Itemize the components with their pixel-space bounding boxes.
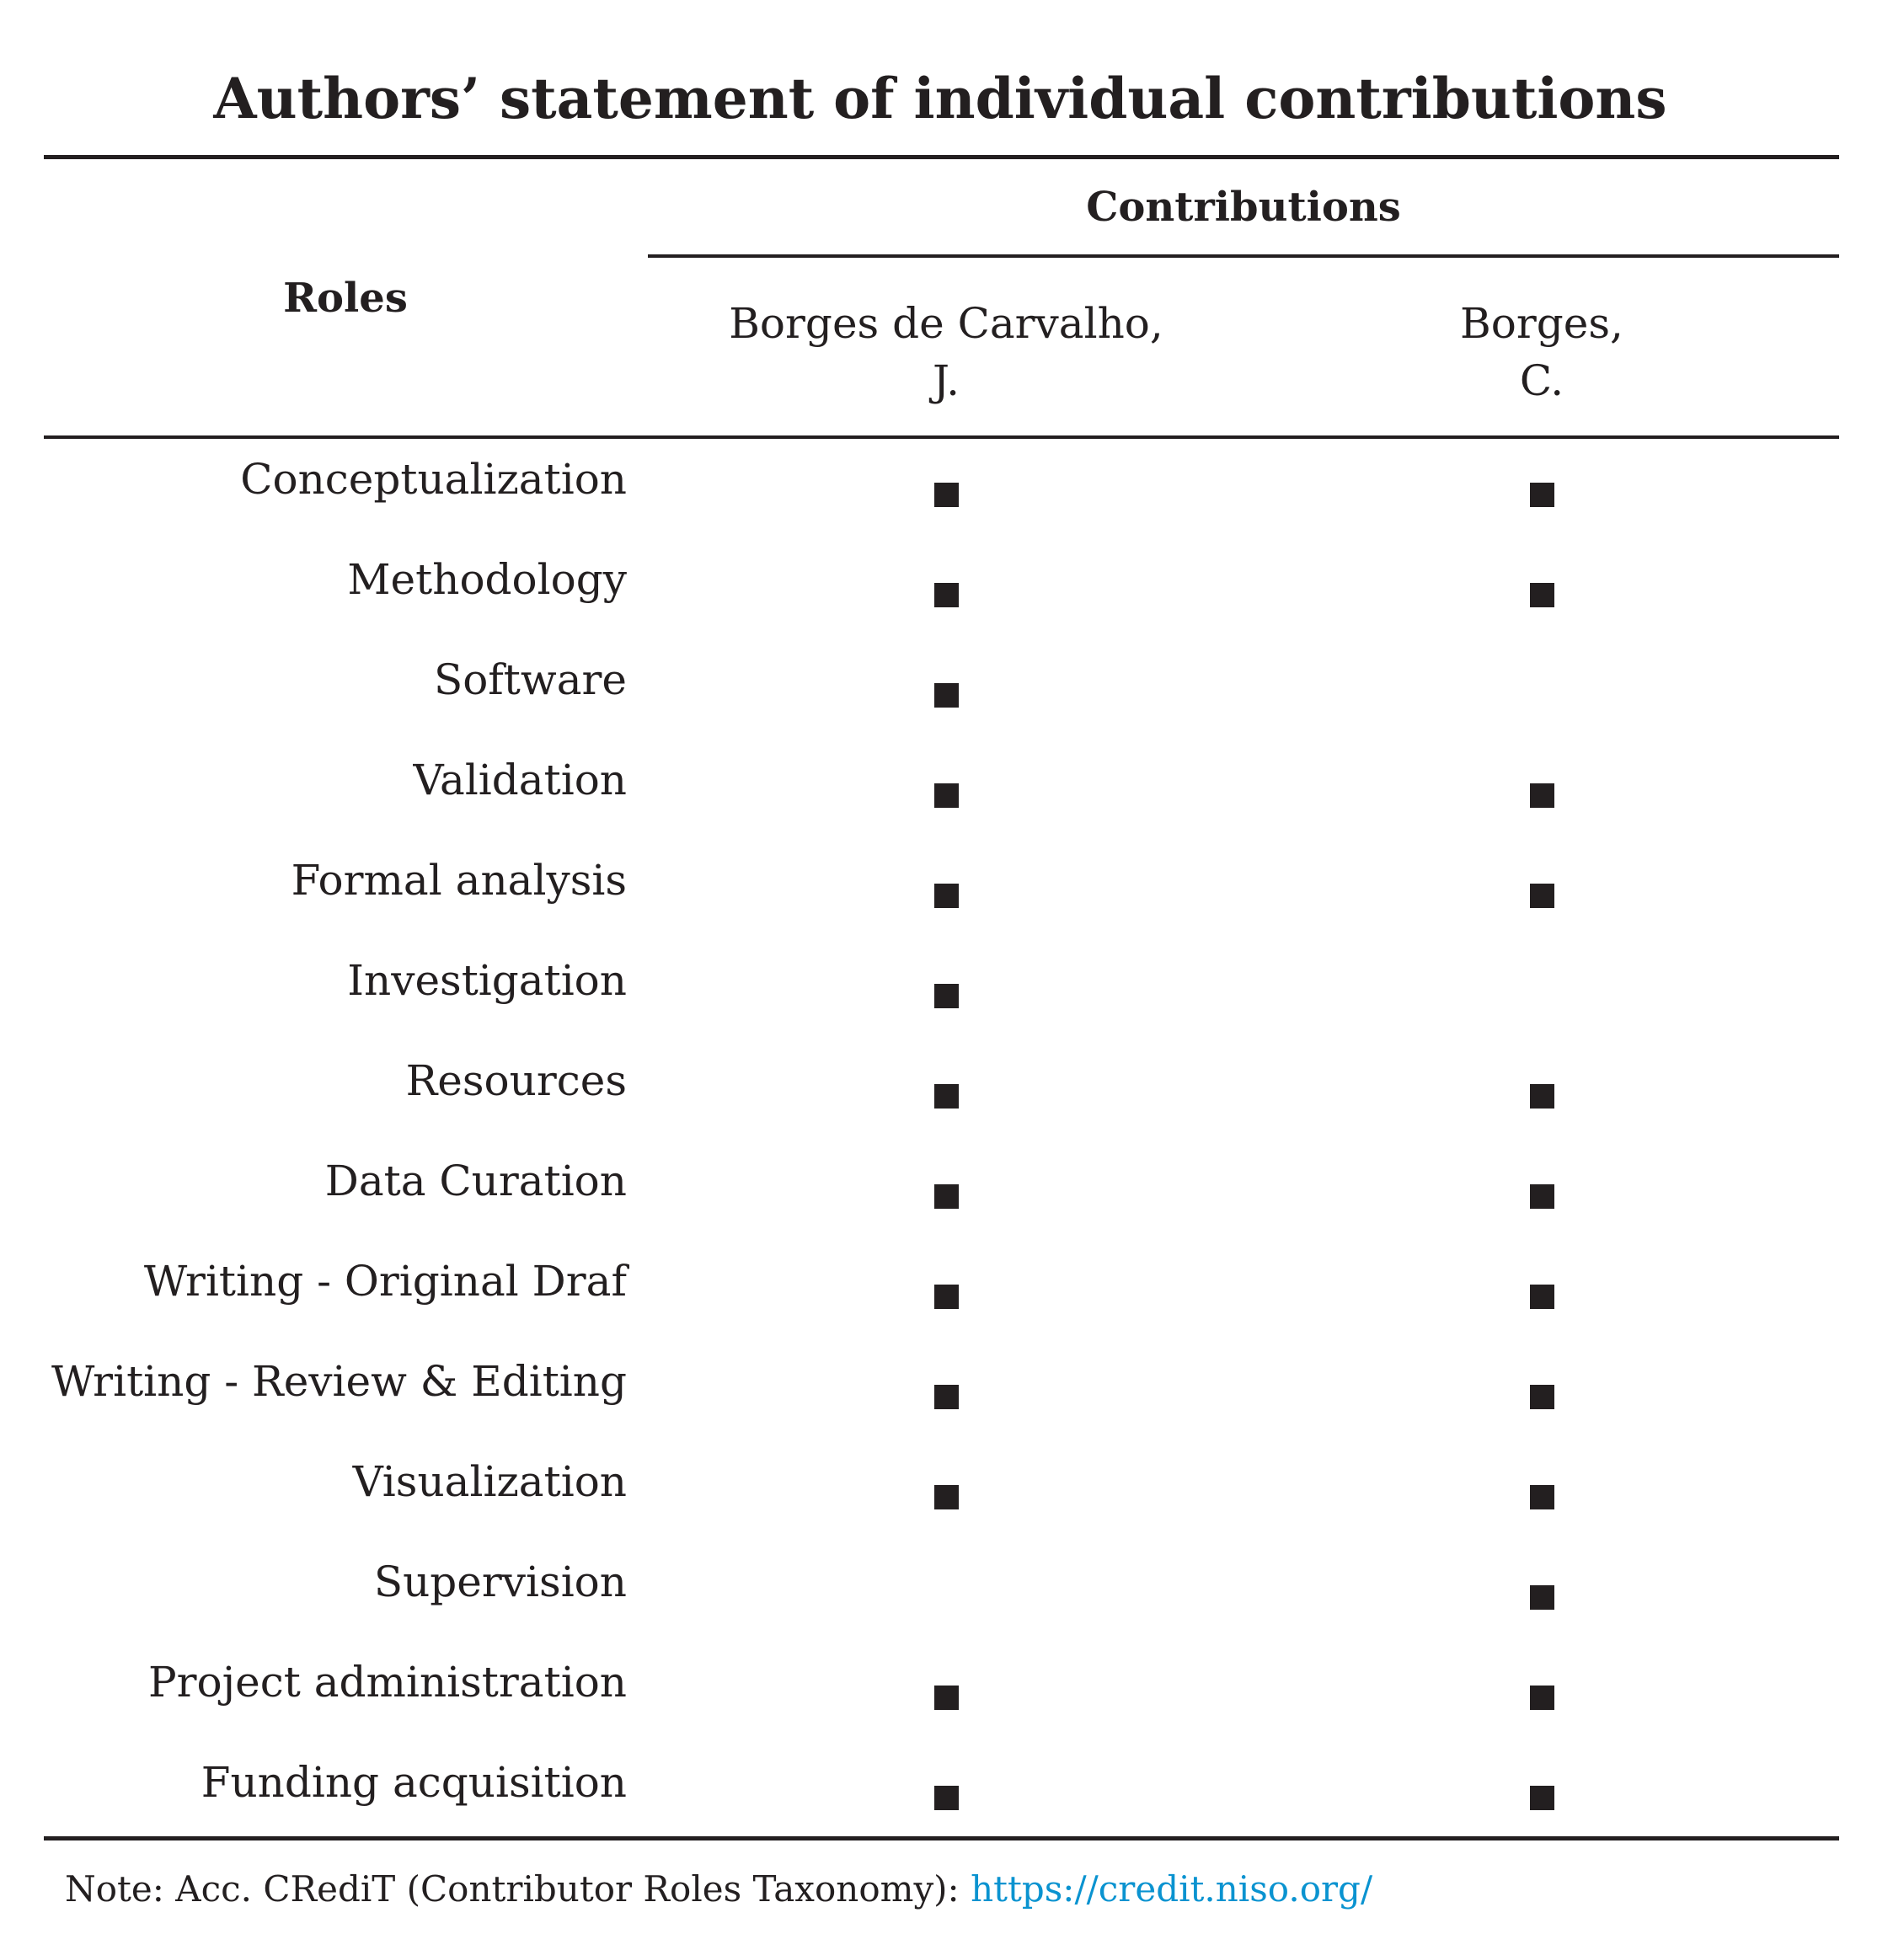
role-label: Visualization (352, 1457, 627, 1506)
author-name-line1: Borges, (1460, 299, 1623, 348)
credit-link[interactable]: https://credit.niso.org/ (971, 1868, 1373, 1910)
contribution-mark-author-1 (934, 783, 959, 808)
contribution-mark-author-1 (934, 1084, 959, 1109)
role-label: Software (433, 655, 627, 704)
role-label: Formal analysis (291, 856, 627, 905)
contribution-mark-author-1 (934, 1285, 959, 1309)
table-title: Authors’ statement of individual contrib… (213, 66, 1667, 131)
contribution-mark-author-2 (1530, 783, 1554, 808)
author-header-1: Borges de Carvalho, J. (651, 295, 1241, 409)
contribution-mark-author-1 (934, 483, 959, 507)
role-label: Writing - Review & Editing (51, 1357, 627, 1406)
contribution-mark-author-1 (934, 1184, 959, 1209)
role-label: Data Curation (324, 1157, 627, 1205)
contribution-mark-author-2 (1530, 1385, 1554, 1409)
contributions-header: Contributions (1086, 184, 1401, 231)
contribution-mark-author-2 (1530, 884, 1554, 908)
contribution-mark-author-1 (934, 683, 959, 708)
role-label: Writing - Original Draf (143, 1257, 627, 1306)
author-header-2: Borges, C. (1247, 295, 1837, 409)
author-name-line2: J. (932, 356, 960, 405)
contribution-mark-author-2 (1530, 1585, 1554, 1610)
contribution-mark-author-2 (1530, 1285, 1554, 1309)
contribution-mark-author-1 (934, 583, 959, 607)
contribution-mark-author-1 (934, 1485, 959, 1509)
contribution-mark-author-1 (934, 1686, 959, 1710)
role-label: Supervision (373, 1557, 627, 1606)
contribution-mark-author-2 (1530, 1786, 1554, 1810)
contribution-mark-author-2 (1530, 1084, 1554, 1109)
author-name-line2: C. (1519, 356, 1564, 405)
contribution-mark-author-2 (1530, 483, 1554, 507)
contributions-rule (648, 254, 1839, 258)
contribution-mark-author-1 (934, 884, 959, 908)
roles-header: Roles (283, 275, 408, 322)
role-label: Investigation (347, 956, 627, 1005)
role-label: Methodology (347, 555, 627, 604)
contribution-mark-author-2 (1530, 1485, 1554, 1509)
contribution-mark-author-2 (1530, 583, 1554, 607)
note-text: Note: Acc. CRediT (Contributor Roles Tax… (65, 1868, 971, 1910)
contribution-mark-author-2 (1530, 1184, 1554, 1209)
bottom-rule (44, 1836, 1839, 1840)
contribution-mark-author-1 (934, 1385, 959, 1409)
contribution-mark-author-1 (934, 1786, 959, 1810)
header-rule (44, 435, 1839, 439)
contribution-mark-author-1 (934, 984, 959, 1008)
role-label: Validation (413, 756, 627, 804)
role-label: Resources (405, 1056, 627, 1105)
top-rule (44, 155, 1839, 159)
role-label: Conceptualization (240, 455, 627, 504)
role-label: Project administration (148, 1658, 627, 1707)
role-label: Funding acquisition (201, 1758, 627, 1807)
table-note: Note: Acc. CRediT (Contributor Roles Tax… (65, 1868, 1372, 1910)
contribution-mark-author-2 (1530, 1686, 1554, 1710)
author-name-line1: Borges de Carvalho, (729, 299, 1163, 348)
